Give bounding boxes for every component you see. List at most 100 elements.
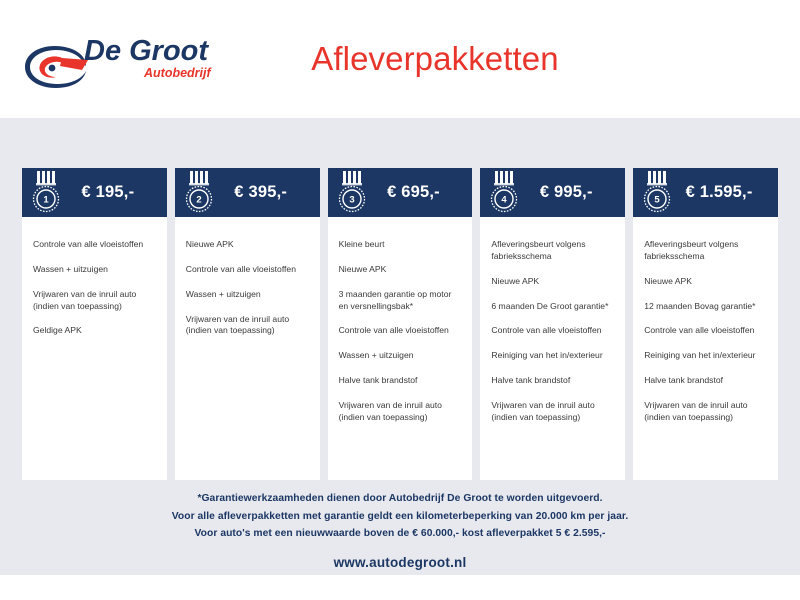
package-card-5[interactable]: 5 € 1.595,- Afleveringsbeurt volgens fab… [633,168,778,480]
medal-ribbon-icon: 5 [640,170,674,214]
feature-item: Vrijwaren van de inruil auto (indien van… [644,400,767,424]
feature-line: Afleveringsbeurt volgens [491,239,586,249]
medal-rank-label-1: 1 [43,195,49,206]
feature-line: (indien van toepassing) [491,411,581,422]
feature-item: Vrijwaren van de inruil auto (indien van… [33,289,156,313]
feature-line: Nieuwe APK [644,275,692,286]
package-card-3[interactable]: 3 € 695,- Kleine beurt Nieuwe APK 3 maan… [327,168,473,480]
feature-item: Controle van alle vloeistoffen [644,325,767,337]
feature-line: (indien van toepassing) [338,411,428,422]
page-body: 1 € 195,- Controle van alle vloeistoffen… [0,118,800,575]
feature-item: Vrijwaren van de inruil auto (indien van… [339,400,462,424]
feature-line: Vrijwaren van de inruil auto [644,400,748,411]
feature-line: (indien van toepassing) [185,325,275,336]
feature-line: Controle van alle vloeistoffen [33,239,144,249]
feature-line: Nieuwe APK [491,275,540,286]
feature-item: Geldige APK [33,325,156,337]
package-card-1[interactable]: 1 € 195,- Controle van alle vloeistoffen… [22,168,167,480]
feature-line: Nieuwe APK [185,239,234,249]
package-price-4: € 995,- [539,183,593,201]
medal-rank-label-3: 3 [349,195,354,206]
feature-item: Wassen + uitzuigen [339,350,462,362]
package-header-4: 4 € 995,- [480,168,626,217]
medal-ribbon-icon: 1 [29,170,63,214]
package-price-2: € 395,- [234,183,288,201]
package-header-3: 3 € 695,- [327,168,473,217]
feature-line: Wassen + uitzuigen [33,263,108,274]
feature-line: Vrijwaren van de inruil auto [185,313,290,324]
medal-ribbon-icon: 4 [487,170,521,214]
svg-text:Autobedrijf: Autobedrijf [143,66,212,80]
feature-line: Halve tank brandstof [491,375,571,386]
medal-rank-label-5: 5 [655,195,661,206]
feature-line: Halve tank brandstof [644,375,724,386]
package-features-4: Afleveringsbeurt volgens fabrieksschema … [480,217,625,480]
feature-item: Vrijwaren van de inruil auto (indien van… [491,400,614,424]
feature-item: 6 maanden De Groot garantie* [491,301,614,313]
feature-item: Controle van alle vloeistoffen [491,325,614,337]
medal-ribbon-icon: 3 [335,170,369,214]
package-header-1: 1 € 195,- [22,168,167,217]
feature-line: Controle van alle vloeistoffen [491,325,602,336]
medal-ribbon-icon: 2 [182,170,216,214]
feature-item: 12 maanden Bovag garantie* [644,301,767,313]
package-header-2: 2 € 395,- [174,168,320,217]
feature-item: Nieuwe APK [339,264,462,276]
footnote-line: Voor alle afleverpakketten met garantie … [171,510,629,522]
package-card-4[interactable]: 4 € 995,- Afleveringsbeurt volgens fabri… [480,168,626,480]
feature-item: Wassen + uitzuigen [33,264,156,276]
svg-text:De Groot: De Groot [84,35,209,67]
feature-item: Controle van alle vloeistoffen [33,239,156,251]
website-link[interactable]: www.autodegroot.nl [333,555,467,570]
feature-item: Kleine beurt [339,239,462,251]
feature-line: fabrieksschema [644,250,705,261]
page-footer-band [0,575,800,600]
medal-rank-label-4: 4 [502,195,508,206]
package-features-3: Kleine beurt Nieuwe APK 3 maanden garant… [328,217,473,480]
feature-item: Controle van alle vloeistoffen [186,264,309,276]
feature-line: 12 maanden Bovag garantie* [644,300,756,311]
feature-item: Halve tank brandstof [491,375,614,387]
feature-line: en versnellingsbak* [338,300,414,311]
feature-item: Vrijwaren van de inruil auto (indien van… [186,314,309,338]
feature-line: Vrijwaren van de inruil auto [491,400,595,411]
package-price-5: € 1.595,- [685,183,753,201]
package-header-5: 5 € 1.595,- [633,168,778,217]
feature-item: Reiniging van het in/exterieur [644,350,767,362]
feature-line: 3 maanden garantie op motor [338,288,452,299]
feature-line: 6 maanden De Groot garantie* [491,300,609,311]
feature-line: (indien van toepassing) [644,411,734,422]
feature-line: Geldige APK [33,325,82,336]
feature-line: Reiniging van het in/exterieur [491,350,603,361]
footnote-line: Voor auto's met een nieuwwaarde boven de… [194,528,606,540]
feature-line: Wassen + uitzuigen [185,288,261,299]
feature-line: Halve tank brandstof [338,375,418,386]
feature-line: Vrijwaren van de inruil auto [33,288,137,299]
degroot-swoosh-logo: De Groot Autobedrijf [25,35,212,88]
feature-item: Wassen + uitzuigen [186,289,309,301]
package-features-5: Afleveringsbeurt volgens fabrieksschema … [633,217,778,480]
feature-item: Nieuwe APK [644,276,767,288]
footnote-line: *Garantiewerkzaamheden dienen door Autob… [197,493,603,504]
feature-item: Halve tank brandstof [339,375,462,387]
feature-line: Controle van alle vloeistoffen [644,325,755,336]
package-card-2[interactable]: 2 € 395,- Nieuwe APK Controle van alle v… [174,168,320,480]
feature-line: (indien van toepassing) [33,300,122,311]
feature-item: Reiniging van het in/exterieur [491,350,614,362]
feature-line: Wassen + uitzuigen [338,350,414,361]
feature-line: Controle van alle vloeistoffen [185,263,296,274]
feature-line: Nieuwe APK [338,263,387,274]
feature-item: Nieuwe APK [491,276,614,288]
feature-item: 3 maanden garantie op motor en versnelli… [339,289,462,313]
feature-line: Reiniging van het in/exterieur [644,350,756,361]
feature-line: Vrijwaren van de inruil auto [338,400,442,411]
feature-line: Afleveringsbeurt volgens [644,239,739,249]
feature-item: Controle van alle vloeistoffen [339,325,462,337]
package-features-1: Controle van alle vloeistoffen Wassen + … [22,217,167,480]
feature-item: Afleveringsbeurt volgens fabrieksschema [644,239,767,263]
footnotes: *Garantiewerkzaamheden dienen door Autob… [0,490,800,543]
page-title: Afleverpakketten [311,40,559,77]
package-features-2: Nieuwe APK Controle van alle vloeistoffe… [175,217,320,480]
package-price-3: € 695,- [387,183,440,201]
